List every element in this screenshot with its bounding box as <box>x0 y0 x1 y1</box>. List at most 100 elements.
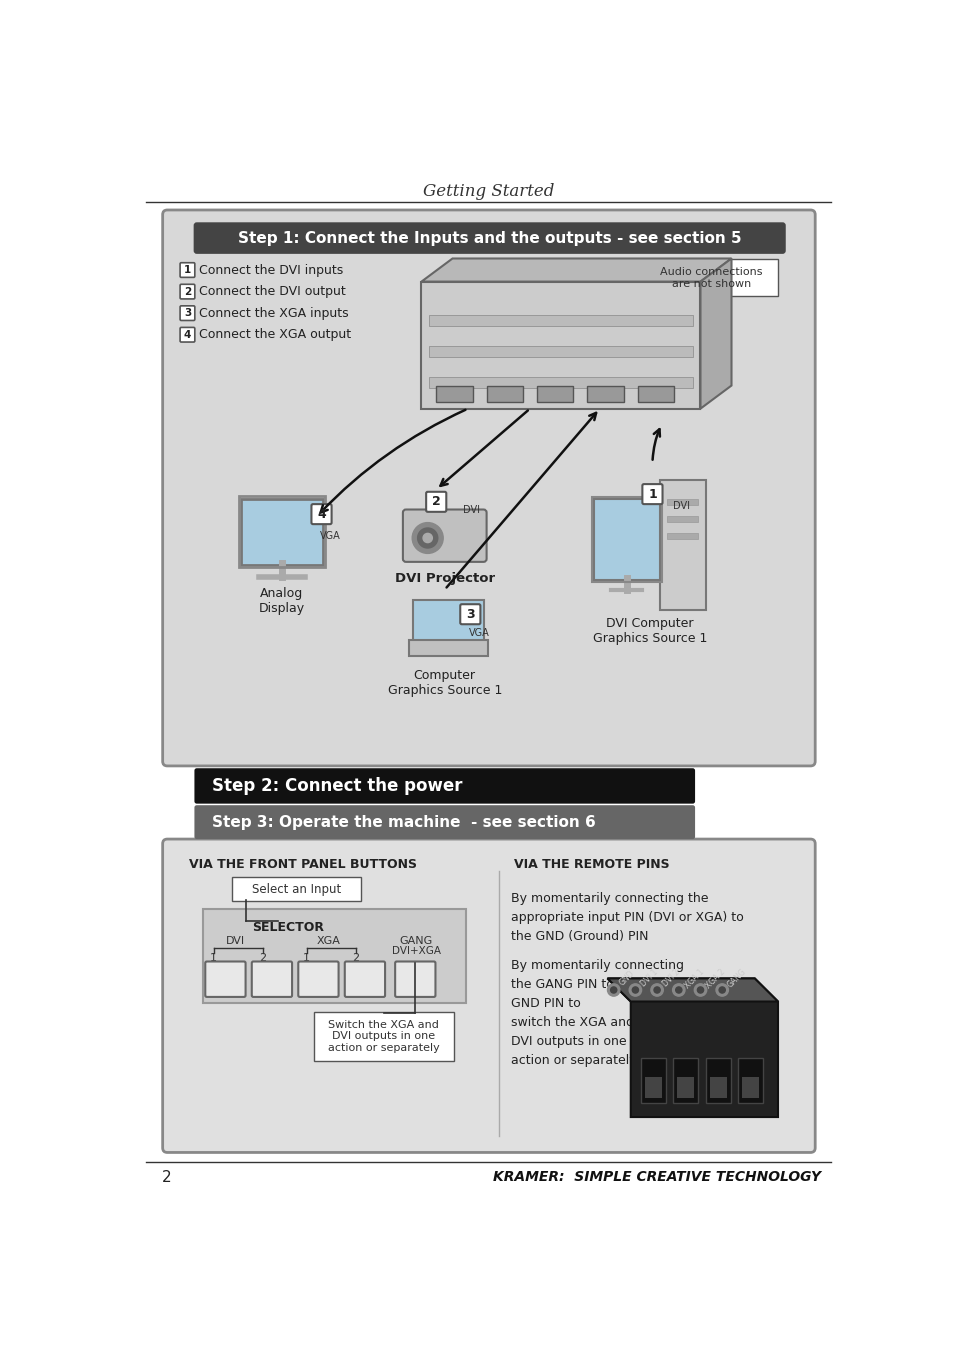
FancyBboxPatch shape <box>677 1078 694 1098</box>
FancyBboxPatch shape <box>644 260 778 296</box>
FancyBboxPatch shape <box>659 480 705 610</box>
FancyBboxPatch shape <box>252 961 292 996</box>
Text: 3: 3 <box>184 308 191 318</box>
FancyBboxPatch shape <box>436 387 472 402</box>
Text: GND: GND <box>617 969 636 988</box>
Text: 4: 4 <box>184 330 191 339</box>
FancyBboxPatch shape <box>180 262 194 277</box>
FancyBboxPatch shape <box>194 768 695 803</box>
Text: 2: 2 <box>352 953 359 964</box>
Text: VIA THE FRONT PANEL BUTTONS: VIA THE FRONT PANEL BUTTONS <box>189 859 416 871</box>
FancyBboxPatch shape <box>429 346 692 357</box>
FancyBboxPatch shape <box>311 504 332 525</box>
FancyBboxPatch shape <box>486 387 522 402</box>
FancyBboxPatch shape <box>241 499 323 565</box>
FancyBboxPatch shape <box>421 281 700 408</box>
Circle shape <box>632 987 638 994</box>
FancyBboxPatch shape <box>180 327 194 342</box>
FancyBboxPatch shape <box>193 222 785 254</box>
FancyBboxPatch shape <box>640 1057 665 1103</box>
Text: VGA: VGA <box>469 629 490 638</box>
Text: XGA 1: XGA 1 <box>682 967 705 990</box>
FancyBboxPatch shape <box>429 377 692 388</box>
Text: 1: 1 <box>184 265 191 274</box>
FancyBboxPatch shape <box>162 840 815 1152</box>
FancyBboxPatch shape <box>413 600 484 648</box>
Circle shape <box>719 987 724 994</box>
FancyBboxPatch shape <box>459 604 480 625</box>
Text: By momentarily connecting
the GANG PIN to the
GND PIN to
switch the XGA and
DVI : By momentarily connecting the GANG PIN t… <box>510 959 683 1067</box>
FancyBboxPatch shape <box>180 284 194 299</box>
Text: DVI: DVI <box>463 506 480 515</box>
Text: Step 3: Operate the machine  - see section 6: Step 3: Operate the machine - see sectio… <box>212 815 596 830</box>
Text: By momentarily connecting the
appropriate input PIN (DVI or XGA) to
the GND (Gro: By momentarily connecting the appropriat… <box>510 892 742 944</box>
Circle shape <box>694 984 706 996</box>
Text: 3: 3 <box>465 608 475 621</box>
FancyBboxPatch shape <box>666 515 698 522</box>
Text: Step 2: Connect the power: Step 2: Connect the power <box>212 777 462 795</box>
Text: 1: 1 <box>210 953 217 964</box>
Text: 2: 2 <box>184 287 191 296</box>
Text: Connect the XGA inputs: Connect the XGA inputs <box>199 307 349 319</box>
FancyBboxPatch shape <box>426 492 446 512</box>
FancyBboxPatch shape <box>673 1057 698 1103</box>
Text: DVI Projector: DVI Projector <box>395 572 495 585</box>
FancyBboxPatch shape <box>709 1078 726 1098</box>
Circle shape <box>417 529 437 548</box>
Polygon shape <box>421 258 731 281</box>
Text: Connect the DVI output: Connect the DVI output <box>199 285 345 297</box>
FancyBboxPatch shape <box>344 961 385 996</box>
FancyBboxPatch shape <box>180 306 194 320</box>
FancyBboxPatch shape <box>666 499 698 504</box>
FancyBboxPatch shape <box>738 1057 762 1103</box>
Circle shape <box>697 987 703 994</box>
FancyBboxPatch shape <box>741 1078 759 1098</box>
Text: KRAMER:  SIMPLE CREATIVE TECHNOLOGY: KRAMER: SIMPLE CREATIVE TECHNOLOGY <box>492 1169 820 1184</box>
Text: VGA: VGA <box>319 531 340 541</box>
Text: Connect the DVI inputs: Connect the DVI inputs <box>199 264 343 277</box>
Text: DVI Computer
Graphics Source 1: DVI Computer Graphics Source 1 <box>593 617 706 645</box>
Text: DVI 1: DVI 1 <box>639 968 659 988</box>
Text: 1: 1 <box>647 488 656 500</box>
FancyBboxPatch shape <box>641 484 661 504</box>
FancyBboxPatch shape <box>593 499 659 580</box>
Text: 2: 2 <box>259 953 266 964</box>
Circle shape <box>412 523 443 553</box>
Text: Step 1: Connect the Inputs and the outputs - see section 5: Step 1: Connect the Inputs and the outpu… <box>237 231 740 246</box>
FancyBboxPatch shape <box>162 210 815 767</box>
Polygon shape <box>700 258 731 408</box>
Text: XGA: XGA <box>316 937 340 946</box>
Polygon shape <box>607 979 778 1117</box>
Text: GANG: GANG <box>725 967 748 990</box>
FancyBboxPatch shape <box>537 387 573 402</box>
Text: DVI: DVI <box>672 500 689 511</box>
Circle shape <box>675 987 681 994</box>
Circle shape <box>610 987 617 994</box>
FancyBboxPatch shape <box>666 533 698 538</box>
Text: Audio connections
are not shown: Audio connections are not shown <box>659 266 761 288</box>
Circle shape <box>629 984 641 996</box>
FancyBboxPatch shape <box>233 877 360 902</box>
Text: 1: 1 <box>303 953 310 964</box>
Text: DVI: DVI <box>226 937 245 946</box>
Circle shape <box>607 984 619 996</box>
FancyBboxPatch shape <box>644 1078 661 1098</box>
Text: 4: 4 <box>316 507 326 521</box>
FancyBboxPatch shape <box>705 1057 730 1103</box>
Text: DVI+XGA: DVI+XGA <box>391 945 440 956</box>
Text: SELECTOR: SELECTOR <box>252 921 323 934</box>
Text: Computer
Graphics Source 1: Computer Graphics Source 1 <box>387 669 501 696</box>
FancyBboxPatch shape <box>203 909 465 1003</box>
Circle shape <box>650 984 662 996</box>
FancyBboxPatch shape <box>429 315 692 326</box>
Text: XGA 2: XGA 2 <box>703 967 726 990</box>
FancyBboxPatch shape <box>205 961 245 996</box>
FancyBboxPatch shape <box>637 387 674 402</box>
Text: Getting Started: Getting Started <box>423 183 554 200</box>
Text: 2: 2 <box>432 495 440 508</box>
Circle shape <box>654 987 659 994</box>
FancyBboxPatch shape <box>298 961 338 996</box>
Text: Select an Input: Select an Input <box>252 883 341 895</box>
FancyBboxPatch shape <box>314 1011 454 1061</box>
Text: GANG: GANG <box>399 937 433 946</box>
